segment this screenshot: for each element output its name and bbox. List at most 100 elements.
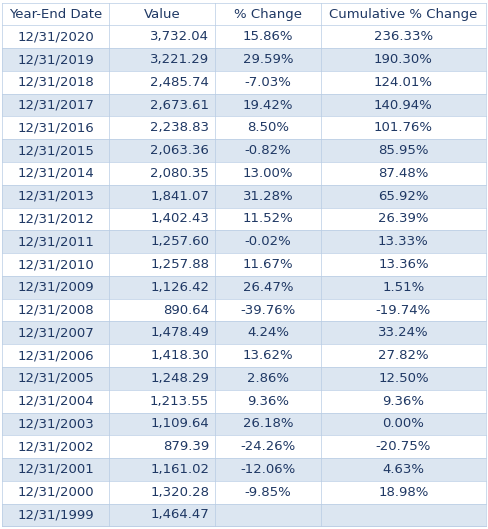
- Text: 1,402.43: 1,402.43: [150, 213, 209, 225]
- Bar: [321, 230, 486, 253]
- Bar: [215, 481, 321, 504]
- Text: 87.48%: 87.48%: [378, 167, 428, 180]
- Text: 12/31/2007: 12/31/2007: [17, 326, 94, 339]
- Text: -0.82%: -0.82%: [245, 144, 291, 157]
- Bar: [2, 116, 109, 139]
- Text: 1,418.30: 1,418.30: [150, 349, 209, 362]
- Text: 12/31/2005: 12/31/2005: [17, 372, 94, 385]
- Bar: [109, 3, 215, 25]
- Bar: [109, 116, 215, 139]
- Bar: [215, 390, 321, 413]
- Bar: [2, 276, 109, 299]
- Bar: [2, 71, 109, 94]
- Bar: [109, 230, 215, 253]
- Text: 2,673.61: 2,673.61: [150, 98, 209, 112]
- Bar: [215, 253, 321, 276]
- Text: 2.86%: 2.86%: [247, 372, 289, 385]
- Text: 26.18%: 26.18%: [243, 417, 293, 431]
- Text: 1,841.07: 1,841.07: [150, 190, 209, 203]
- Bar: [109, 390, 215, 413]
- Bar: [215, 116, 321, 139]
- Text: 1,109.64: 1,109.64: [150, 417, 209, 431]
- Text: 140.94%: 140.94%: [374, 98, 433, 112]
- Bar: [215, 3, 321, 25]
- Bar: [321, 185, 486, 207]
- Text: 8.50%: 8.50%: [247, 121, 289, 134]
- Text: 0.00%: 0.00%: [383, 417, 425, 431]
- Bar: [109, 71, 215, 94]
- Text: 12/31/2006: 12/31/2006: [17, 349, 94, 362]
- Bar: [2, 367, 109, 390]
- Text: 12/31/2008: 12/31/2008: [17, 304, 94, 316]
- Text: 12/31/2013: 12/31/2013: [17, 190, 94, 203]
- Bar: [2, 504, 109, 526]
- Bar: [109, 162, 215, 185]
- Bar: [109, 344, 215, 367]
- Bar: [215, 71, 321, 94]
- Bar: [215, 230, 321, 253]
- Text: -12.06%: -12.06%: [241, 463, 296, 476]
- Text: 12/31/2010: 12/31/2010: [17, 258, 94, 271]
- Text: 190.30%: 190.30%: [374, 53, 433, 66]
- Bar: [321, 48, 486, 71]
- Text: 12/31/2015: 12/31/2015: [17, 144, 94, 157]
- Text: 33.24%: 33.24%: [378, 326, 429, 339]
- Bar: [215, 435, 321, 458]
- Bar: [321, 71, 486, 94]
- Bar: [215, 504, 321, 526]
- Text: 12/31/2004: 12/31/2004: [17, 395, 94, 408]
- Bar: [109, 299, 215, 322]
- Text: 19.42%: 19.42%: [243, 98, 293, 112]
- Text: 12/31/1999: 12/31/1999: [17, 508, 94, 522]
- Text: -0.02%: -0.02%: [245, 235, 291, 248]
- Bar: [321, 253, 486, 276]
- Bar: [109, 253, 215, 276]
- Bar: [109, 504, 215, 526]
- Text: -20.75%: -20.75%: [376, 440, 431, 453]
- Text: 12/31/2016: 12/31/2016: [17, 121, 94, 134]
- Bar: [109, 139, 215, 162]
- Text: 9.36%: 9.36%: [247, 395, 289, 408]
- Bar: [215, 413, 321, 435]
- Text: -7.03%: -7.03%: [244, 76, 292, 89]
- Text: 4.63%: 4.63%: [383, 463, 425, 476]
- Text: 2,238.83: 2,238.83: [150, 121, 209, 134]
- Text: 12/31/2003: 12/31/2003: [17, 417, 94, 431]
- Bar: [109, 322, 215, 344]
- Text: % Change: % Change: [234, 7, 302, 21]
- Bar: [2, 25, 109, 48]
- Text: 879.39: 879.39: [163, 440, 209, 453]
- Text: 1,257.60: 1,257.60: [150, 235, 209, 248]
- Text: 27.82%: 27.82%: [378, 349, 429, 362]
- Bar: [321, 322, 486, 344]
- Bar: [109, 413, 215, 435]
- Text: 2,080.35: 2,080.35: [150, 167, 209, 180]
- Text: 12/31/2009: 12/31/2009: [17, 281, 94, 294]
- Bar: [215, 458, 321, 481]
- Text: -24.26%: -24.26%: [241, 440, 296, 453]
- Bar: [2, 299, 109, 322]
- Bar: [109, 48, 215, 71]
- Text: Year-End Date: Year-End Date: [9, 7, 102, 21]
- Bar: [215, 367, 321, 390]
- Text: 1,248.29: 1,248.29: [150, 372, 209, 385]
- Text: 13.36%: 13.36%: [378, 258, 429, 271]
- Bar: [321, 94, 486, 116]
- Bar: [321, 435, 486, 458]
- Bar: [321, 25, 486, 48]
- Bar: [215, 25, 321, 48]
- Bar: [2, 3, 109, 25]
- Bar: [109, 458, 215, 481]
- Bar: [2, 162, 109, 185]
- Text: 12/31/2011: 12/31/2011: [17, 235, 94, 248]
- Text: 236.33%: 236.33%: [374, 30, 433, 43]
- Text: 18.98%: 18.98%: [378, 486, 428, 499]
- Text: 1,320.28: 1,320.28: [150, 486, 209, 499]
- Bar: [321, 276, 486, 299]
- Bar: [215, 299, 321, 322]
- Text: 12/31/2014: 12/31/2014: [17, 167, 94, 180]
- Text: -19.74%: -19.74%: [376, 304, 431, 316]
- Bar: [109, 481, 215, 504]
- Bar: [321, 116, 486, 139]
- Text: 31.28%: 31.28%: [243, 190, 293, 203]
